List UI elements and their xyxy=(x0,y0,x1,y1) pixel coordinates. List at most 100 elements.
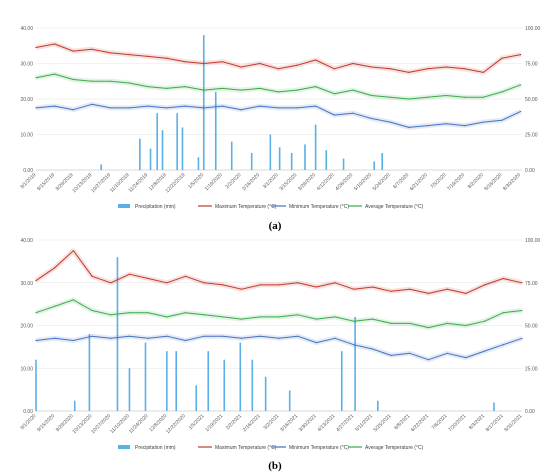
x-tick-label: 9/15/2019 xyxy=(36,172,56,192)
series-point-tmax xyxy=(370,66,373,68)
series-point-tmin xyxy=(390,354,392,357)
panel-label-a: (a) xyxy=(269,220,282,232)
series-point-tmax xyxy=(147,277,149,280)
series-point-tmax xyxy=(91,48,93,50)
series-point-tavg xyxy=(184,85,186,88)
series-point-tmax xyxy=(54,267,56,269)
series-point-tmax xyxy=(297,282,299,284)
precipitation-bar xyxy=(139,138,141,170)
series-point-tmin xyxy=(203,335,205,337)
series-point-tavg xyxy=(315,85,317,88)
series-point-tmin xyxy=(296,107,298,109)
series-point-tavg xyxy=(54,73,56,75)
x-tick-label: 7/6/2021 xyxy=(431,413,449,431)
series-point-tmin xyxy=(54,337,56,339)
legend-swatch-precip xyxy=(118,204,130,208)
precipitation-bar xyxy=(340,351,343,411)
series-point-tmin xyxy=(259,335,261,337)
precipitation-bar xyxy=(100,164,103,170)
series-point-tmin xyxy=(333,114,335,116)
y-tick-label-left: 0.00 xyxy=(23,168,33,174)
y-tick-label-left: 40.00 xyxy=(20,26,33,32)
y-tick-label-left: 30.00 xyxy=(20,281,33,287)
x-tick-label: 1/19/2020 xyxy=(204,172,224,192)
x-tick-label: 6/21/2020 xyxy=(409,172,429,192)
series-point-tmax xyxy=(427,292,430,295)
series-point-tmin xyxy=(371,348,374,350)
x-tick-label: 8/2/2020 xyxy=(467,172,485,190)
series-point-tmin xyxy=(520,110,522,113)
series-point-tmax xyxy=(389,68,391,70)
series-point-tmax xyxy=(446,288,448,290)
y-tick-label-left: 10.00 xyxy=(20,366,33,372)
series-point-tavg xyxy=(370,94,373,97)
series-point-tavg xyxy=(371,318,374,320)
series-point-tavg xyxy=(241,318,243,320)
series-point-tavg xyxy=(72,78,74,81)
series-point-tmin xyxy=(72,109,74,111)
x-tick-label: 3/15/2020 xyxy=(278,172,298,192)
legend-label-tmin: Minimum Temperature (°C) xyxy=(289,445,349,451)
series-point-tmax xyxy=(334,282,336,284)
series-point-tavg xyxy=(277,91,279,93)
series-point-tmin xyxy=(128,335,131,337)
series-point-tavg xyxy=(110,314,112,316)
series-point-tmin xyxy=(465,356,467,359)
series-point-tavg xyxy=(482,96,484,98)
series-point-tmax xyxy=(165,57,168,59)
series-point-tavg xyxy=(165,87,168,89)
series-point-tmin xyxy=(91,335,93,337)
series-point-tmax xyxy=(501,57,503,59)
precipitation-bar xyxy=(149,148,152,170)
y-tick-label-right: 50.00 xyxy=(525,97,538,103)
series-point-tmax xyxy=(259,62,261,65)
series-point-tmax xyxy=(221,61,224,63)
x-tick-label: 5/24/2020 xyxy=(372,172,392,192)
series-point-tmax xyxy=(91,275,93,277)
precipitation-bar xyxy=(35,359,37,411)
precipitation-bar xyxy=(304,144,306,170)
precipitation-bar xyxy=(325,150,328,170)
x-tick-label: 4/12/2020 xyxy=(316,172,336,192)
series-point-tavg xyxy=(426,96,429,98)
x-tick-label: 8/17/2021 xyxy=(485,413,505,433)
series-point-tmin xyxy=(297,335,299,337)
x-tick-label: 1/5/2021 xyxy=(188,413,206,431)
series-point-tavg xyxy=(203,314,205,316)
series-point-tmin xyxy=(501,119,503,121)
series-point-tavg xyxy=(446,322,448,324)
x-tick-label: 1/19/2021 xyxy=(204,413,224,433)
legend-label-tavg: Average Temperature (°C) xyxy=(365,204,424,210)
series-point-tmin xyxy=(352,112,354,114)
series-point-tmax xyxy=(333,68,335,70)
series-point-tmin xyxy=(165,107,168,109)
series-point-tmax xyxy=(352,62,354,65)
series-point-tavg xyxy=(502,312,504,314)
series-point-tavg xyxy=(278,316,280,318)
series-point-tmin xyxy=(147,337,149,339)
y-tick-label-right: 50.00 xyxy=(525,324,538,330)
y-tick-label-right: 25.00 xyxy=(525,133,538,139)
series-point-tavg xyxy=(35,312,37,314)
series-point-tmax xyxy=(482,71,484,73)
x-tick-label: 5/10/2020 xyxy=(353,172,373,192)
series-point-tmin xyxy=(110,337,112,339)
series-point-tmin xyxy=(353,344,355,346)
series-point-tmax xyxy=(502,277,504,280)
x-tick-label: 4/27/2021 xyxy=(335,413,355,433)
series-point-tmin xyxy=(54,105,56,107)
precipitation-bar xyxy=(314,124,317,170)
x-tick-label: 3/30/2021 xyxy=(298,413,318,433)
series-point-tavg xyxy=(464,96,466,98)
series-point-tavg xyxy=(484,320,486,322)
series-point-tavg xyxy=(333,93,335,95)
x-tick-label: 2/2/2020 xyxy=(224,172,242,190)
series-point-tmin xyxy=(259,105,261,107)
series-point-tmax xyxy=(54,43,56,45)
series-point-tmax xyxy=(520,54,522,56)
series-point-tavg xyxy=(35,77,37,79)
chart-panel-b: 0.00 0.00 10.00 25.00 20.00 50.00 30.00 75.00 40… xyxy=(19,238,540,451)
series-point-tmin xyxy=(221,105,224,107)
series-point-tmin xyxy=(241,337,243,339)
